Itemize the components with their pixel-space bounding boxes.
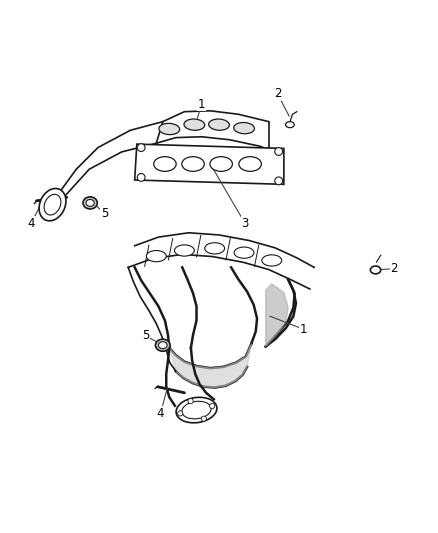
Ellipse shape xyxy=(234,123,254,134)
Ellipse shape xyxy=(83,197,97,209)
Ellipse shape xyxy=(239,157,261,172)
Ellipse shape xyxy=(159,342,167,349)
Text: 5: 5 xyxy=(101,207,108,220)
Polygon shape xyxy=(266,284,288,346)
Ellipse shape xyxy=(234,247,254,259)
Ellipse shape xyxy=(39,189,66,221)
Ellipse shape xyxy=(44,195,61,215)
Ellipse shape xyxy=(262,255,282,266)
Ellipse shape xyxy=(159,123,180,135)
Circle shape xyxy=(275,148,283,155)
Ellipse shape xyxy=(371,266,381,274)
Ellipse shape xyxy=(154,157,176,172)
Text: 3: 3 xyxy=(241,217,249,230)
Ellipse shape xyxy=(205,243,225,254)
Text: 1: 1 xyxy=(198,98,205,111)
Circle shape xyxy=(188,399,193,403)
Ellipse shape xyxy=(146,251,166,262)
Circle shape xyxy=(275,177,283,185)
Text: 5: 5 xyxy=(142,329,149,342)
Ellipse shape xyxy=(184,119,205,130)
Ellipse shape xyxy=(182,157,204,172)
Ellipse shape xyxy=(176,397,217,423)
Text: 2: 2 xyxy=(390,262,398,275)
Circle shape xyxy=(137,174,145,181)
Polygon shape xyxy=(169,343,251,387)
Text: 1: 1 xyxy=(300,322,307,336)
Polygon shape xyxy=(134,144,284,184)
Ellipse shape xyxy=(155,339,170,351)
Circle shape xyxy=(137,144,145,151)
Text: 4: 4 xyxy=(27,217,35,230)
Text: 2: 2 xyxy=(274,87,281,100)
Ellipse shape xyxy=(210,157,233,172)
Ellipse shape xyxy=(286,122,294,128)
Circle shape xyxy=(210,403,215,409)
Circle shape xyxy=(201,416,206,421)
Circle shape xyxy=(178,411,183,416)
Ellipse shape xyxy=(182,401,211,419)
Ellipse shape xyxy=(174,245,194,256)
Text: 4: 4 xyxy=(157,407,164,420)
Ellipse shape xyxy=(208,119,230,130)
Ellipse shape xyxy=(86,199,94,206)
